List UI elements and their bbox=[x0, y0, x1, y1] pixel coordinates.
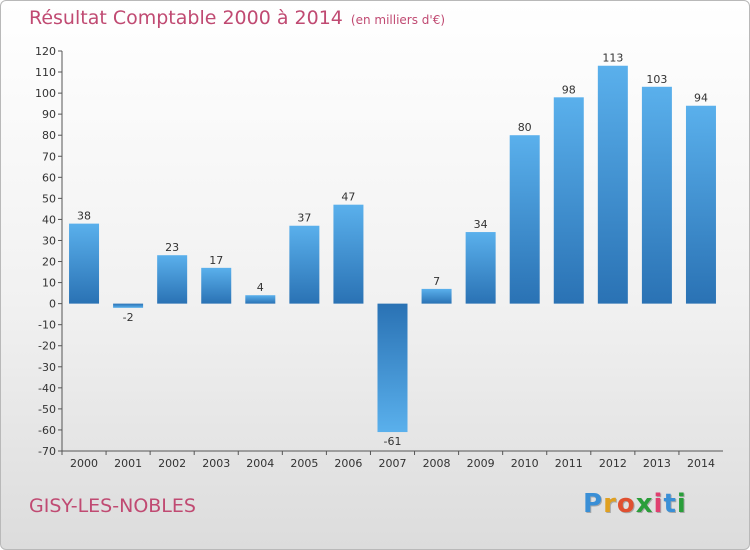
bar-2002 bbox=[157, 255, 188, 304]
bar-2006 bbox=[333, 204, 364, 304]
logo-letter: P bbox=[583, 489, 604, 519]
value-label-2010: 80 bbox=[518, 121, 532, 134]
y-tick-label: 20 bbox=[42, 256, 56, 269]
bar-2001 bbox=[113, 303, 144, 308]
x-tick-label: 2014 bbox=[687, 457, 715, 470]
value-label-2006: 47 bbox=[341, 191, 355, 204]
bar-2007 bbox=[377, 303, 408, 433]
logo-letter: i bbox=[653, 489, 664, 519]
bar-2009 bbox=[465, 232, 496, 304]
x-tick-label: 2009 bbox=[467, 457, 495, 470]
y-tick-label: 0 bbox=[49, 298, 56, 311]
value-label-2001: -2 bbox=[123, 311, 134, 324]
value-label-2003: 17 bbox=[209, 254, 223, 267]
y-tick-label: -40 bbox=[38, 382, 56, 395]
y-tick-label: -20 bbox=[38, 340, 56, 353]
bar-2004 bbox=[245, 295, 276, 304]
bar-2010 bbox=[509, 135, 540, 304]
x-tick-label: 2003 bbox=[202, 457, 230, 470]
x-tick-label: 2002 bbox=[158, 457, 186, 470]
chart-title-text: Résultat Comptable 2000 à 2014 bbox=[29, 7, 343, 29]
logo-letter: t bbox=[663, 489, 677, 519]
y-tick-label: 10 bbox=[42, 277, 56, 290]
y-tick-label: -70 bbox=[38, 445, 56, 458]
value-label-2002: 23 bbox=[165, 241, 179, 254]
value-label-2005: 37 bbox=[297, 212, 311, 225]
logo-letter: x bbox=[635, 489, 654, 519]
proxiti-logo: Proxiti bbox=[583, 489, 687, 519]
y-tick-label: -60 bbox=[38, 424, 56, 437]
chart-value-labels: 38 -2 23 17 4 37 47 -61 7 34 80 98 113 103 94 bbox=[77, 52, 708, 448]
y-tick-label: -30 bbox=[38, 361, 56, 374]
y-tick-label: 120 bbox=[35, 45, 56, 58]
chart-bars bbox=[69, 65, 716, 433]
y-tick-label: 60 bbox=[42, 171, 56, 184]
bar-2011 bbox=[553, 97, 584, 304]
x-tick-label: 2001 bbox=[114, 457, 142, 470]
bar-2008 bbox=[421, 288, 452, 304]
value-label-2014: 94 bbox=[694, 92, 708, 105]
x-tick-label: 2004 bbox=[246, 457, 274, 470]
value-label-2012: 113 bbox=[602, 52, 623, 65]
bar-2003 bbox=[201, 267, 232, 304]
x-tick-label: 2008 bbox=[423, 457, 451, 470]
chart-subtitle: (en milliers d'€) bbox=[350, 13, 446, 27]
y-tick-label: 30 bbox=[42, 234, 56, 247]
value-label-2013: 103 bbox=[646, 73, 667, 86]
chart-axes: 1201101009080706050403020100-10-20-30-40… bbox=[35, 45, 723, 470]
logo-letter: i bbox=[676, 489, 687, 519]
y-tick-label: 50 bbox=[42, 192, 56, 205]
bar-2005 bbox=[289, 225, 320, 304]
x-tick-label: 2005 bbox=[290, 457, 318, 470]
value-label-2008: 7 bbox=[433, 275, 440, 288]
x-tick-label: 2012 bbox=[599, 457, 627, 470]
x-tick-label: 2006 bbox=[334, 457, 362, 470]
logo-letter: o bbox=[616, 489, 636, 519]
x-tick-label: 2007 bbox=[379, 457, 407, 470]
x-tick-label: 2010 bbox=[511, 457, 539, 470]
logo-letter: r bbox=[603, 489, 617, 519]
bar-2014 bbox=[685, 105, 716, 304]
y-tick-label: 80 bbox=[42, 129, 56, 142]
y-tick-label: -10 bbox=[38, 319, 56, 332]
bar-2000 bbox=[69, 223, 100, 304]
y-tick-label: 100 bbox=[35, 87, 56, 100]
x-tick-label: 2011 bbox=[555, 457, 583, 470]
y-tick-label: -50 bbox=[38, 403, 56, 416]
chart-title: Résultat Comptable 2000 à 2014 (en millie… bbox=[29, 7, 445, 29]
y-tick-label: 90 bbox=[42, 108, 56, 121]
value-label-2011: 98 bbox=[562, 83, 576, 96]
y-tick-label: 40 bbox=[42, 213, 56, 226]
x-tick-label: 2000 bbox=[70, 457, 98, 470]
value-label-2000: 38 bbox=[77, 210, 91, 223]
y-tick-label: 110 bbox=[35, 66, 56, 79]
value-label-2007: -61 bbox=[384, 435, 402, 448]
value-label-2009: 34 bbox=[474, 218, 488, 231]
bar-2012 bbox=[597, 65, 628, 304]
value-label-2004: 4 bbox=[257, 281, 264, 294]
x-tick-label: 2013 bbox=[643, 457, 671, 470]
y-tick-label: 70 bbox=[42, 150, 56, 163]
city-name: GISY-LES-NOBLES bbox=[29, 495, 196, 517]
bar-2013 bbox=[641, 86, 672, 304]
